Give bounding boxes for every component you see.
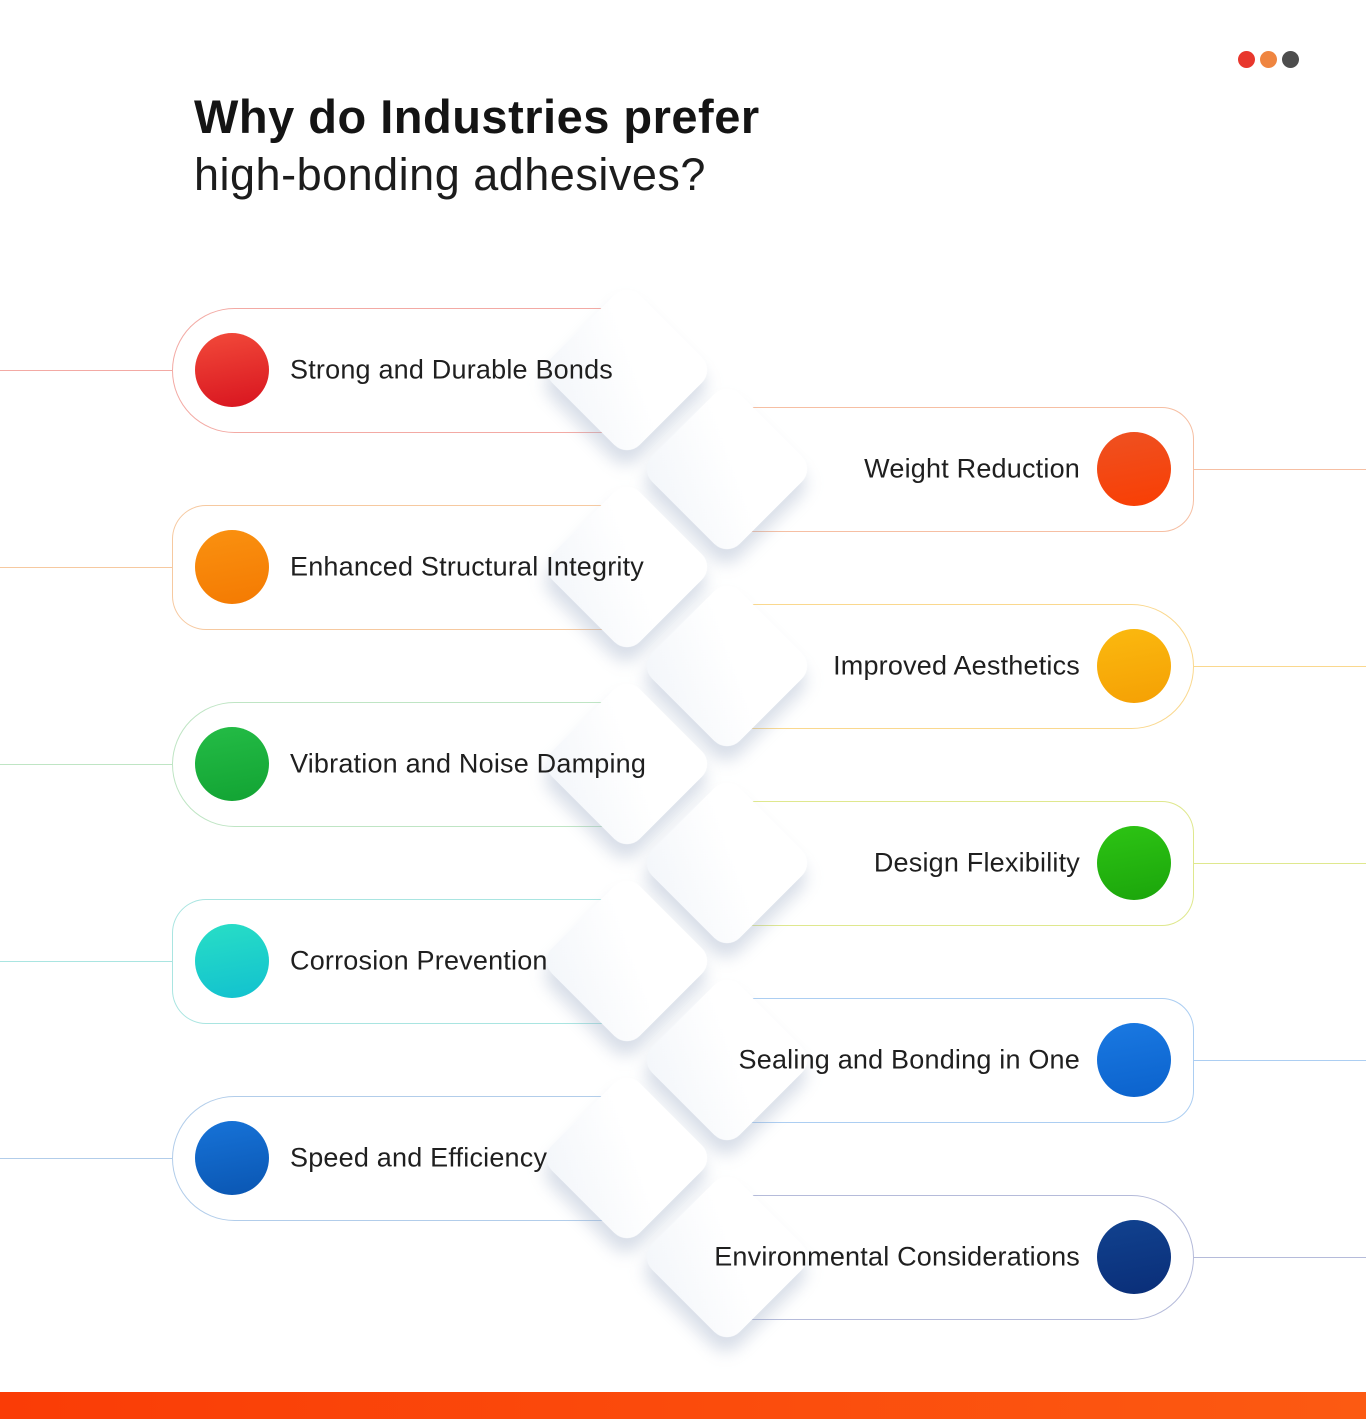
connector-line [1194,1257,1366,1258]
orange-dot [1260,51,1277,68]
connector-line [0,370,172,371]
bullet-circle [195,333,269,407]
item-label: Environmental Considerations [714,1241,1080,1272]
title-line-2: high-bonding adhesives? [194,149,706,200]
connector-line [0,1158,172,1159]
item-label: Weight Reduction [864,453,1080,484]
footer-bar [0,1392,1366,1419]
item-label: Vibration and Noise Damping [290,748,647,779]
item-label: Sealing and Bonding in One [738,1044,1080,1075]
bullet-circle [195,727,269,801]
bullet-circle [1097,826,1171,900]
connector-line [1194,1060,1366,1061]
bullet-circle [1097,1023,1171,1097]
bullet-circle [195,530,269,604]
gray-dot [1282,51,1299,68]
connector-line [1194,469,1366,470]
connector-line [1194,863,1366,864]
item-label: Improved Aesthetics [833,650,1080,681]
connector-line [0,764,172,765]
red-dot [1238,51,1255,68]
item-label: Strong and Durable Bonds [290,354,614,385]
item-label: Speed and Efficiency [290,1142,548,1173]
decor-dots [1238,51,1299,68]
title-line-1: Why do Industries prefer [194,90,760,143]
connector-line [0,961,172,962]
item-label: Enhanced Structural Integrity [290,551,644,582]
bullet-circle [195,1121,269,1195]
page-title: Why do Industries prefer high-bonding ad… [194,88,760,204]
item-label: Corrosion Prevention [290,945,548,976]
bullet-circle [1097,1220,1171,1294]
connector-line [1194,666,1366,667]
item-label: Design Flexibility [873,847,1080,878]
connector-line [0,567,172,568]
bullet-circle [1097,432,1171,506]
bullet-circle [195,924,269,998]
bullet-circle [1097,629,1171,703]
